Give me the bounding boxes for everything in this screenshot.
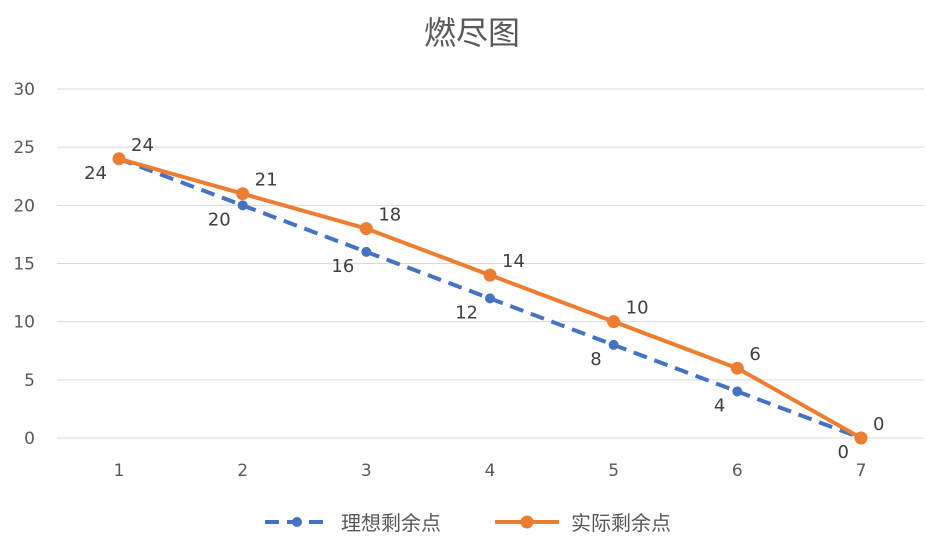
series-group (112, 152, 868, 445)
data-point (483, 268, 497, 282)
data-label: 6 (749, 344, 760, 365)
data-label: 24 (84, 163, 107, 184)
data-point (730, 361, 744, 375)
x-tick-label: 5 (608, 461, 619, 481)
legend-label: 实际剩余点 (571, 511, 671, 535)
data-label: 14 (502, 251, 525, 272)
data-label: 21 (255, 170, 278, 191)
data-point (732, 386, 743, 397)
x-tick-label: 2 (237, 461, 248, 481)
data-point (112, 152, 126, 166)
y-tick-label: 0 (24, 429, 35, 449)
y-tick-label: 15 (13, 255, 35, 275)
data-label: 10 (626, 298, 649, 319)
y-axis-ticks: 0 5 10 15 20 25 30 (13, 80, 35, 449)
data-point (608, 339, 619, 350)
gridlines (57, 88, 924, 439)
y-tick-label: 20 (13, 196, 35, 216)
data-label: 8 (590, 349, 601, 370)
data-labels: 24 20 16 12 8 4 0 24 21 18 14 10 6 0 (84, 135, 884, 463)
data-label: 0 (838, 442, 849, 463)
data-point (485, 293, 495, 304)
y-tick-label: 5 (24, 371, 35, 391)
data-label: 4 (714, 395, 725, 416)
data-point (236, 187, 250, 201)
data-point (237, 200, 248, 211)
x-tick-label: 4 (485, 461, 496, 481)
data-label: 16 (331, 256, 354, 277)
legend-label: 理想剩余点 (341, 511, 441, 535)
data-label: 0 (873, 414, 884, 435)
data-label: 24 (131, 135, 154, 156)
y-tick-label: 10 (13, 313, 35, 333)
x-tick-label: 6 (732, 461, 743, 481)
data-point (607, 315, 621, 329)
data-label: 12 (455, 302, 478, 323)
data-point (854, 431, 868, 445)
legend-marker (292, 517, 302, 527)
y-tick-label: 25 (13, 138, 35, 158)
legend-marker (520, 515, 534, 529)
data-point (359, 222, 373, 236)
x-tick-label: 7 (856, 461, 867, 481)
x-tick-label: 3 (361, 461, 372, 481)
x-axis-ticks: 1 2 3 4 5 6 7 (114, 461, 867, 481)
x-tick-label: 1 (114, 461, 125, 481)
chart-title: 燃尽图 (424, 14, 520, 52)
legend: 理想剩余点 实际剩余点 (265, 511, 671, 535)
data-label: 18 (378, 205, 401, 226)
data-label: 20 (208, 209, 231, 230)
data-point (361, 246, 372, 257)
y-tick-label: 30 (13, 80, 35, 100)
